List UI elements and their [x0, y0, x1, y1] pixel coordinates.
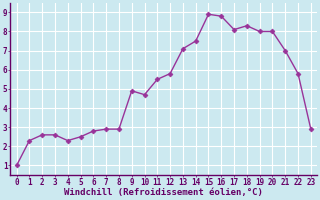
X-axis label: Windchill (Refroidissement éolien,°C): Windchill (Refroidissement éolien,°C): [64, 188, 263, 197]
